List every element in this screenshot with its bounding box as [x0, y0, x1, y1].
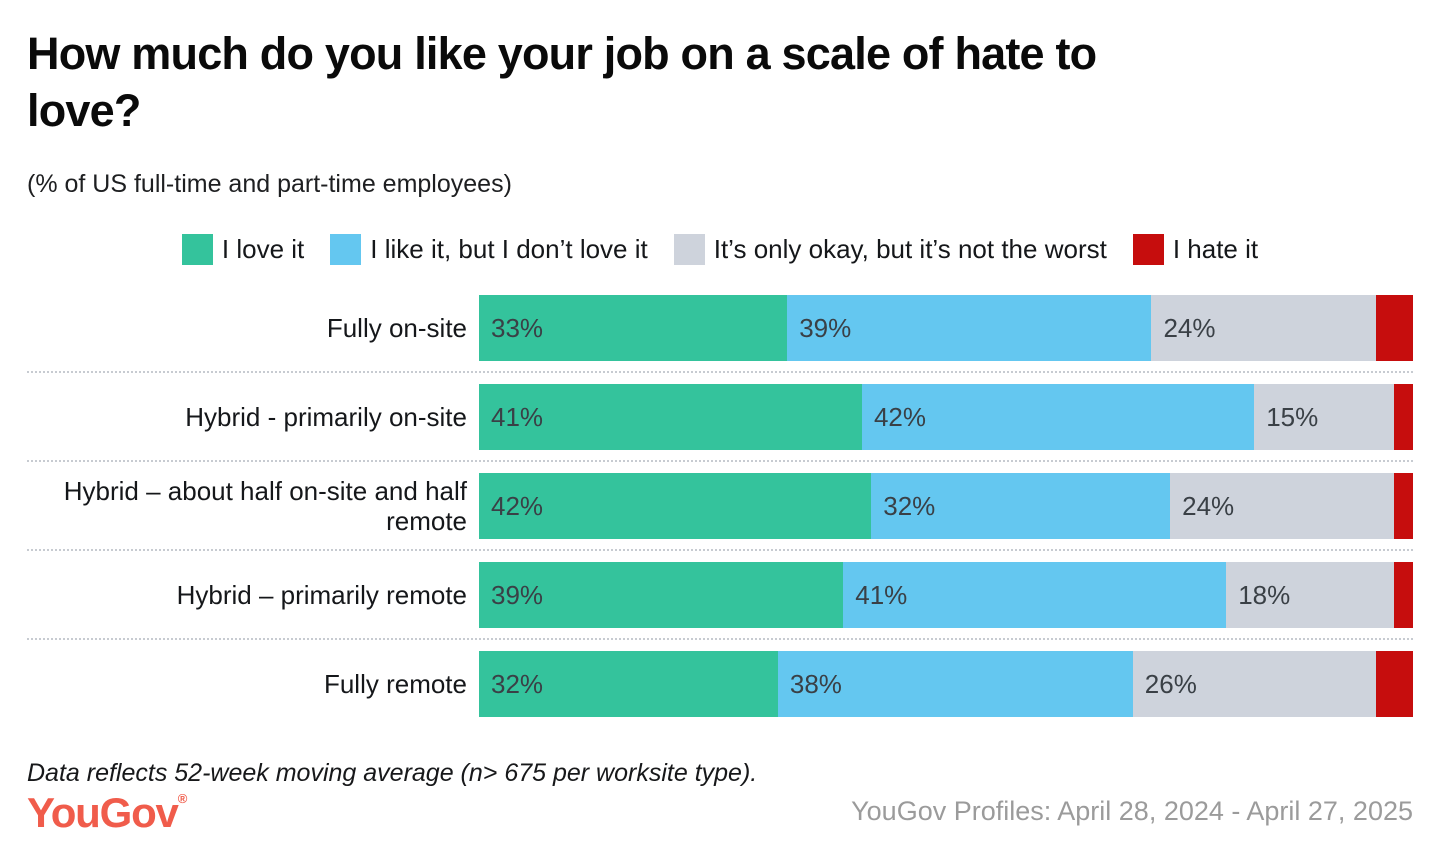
bar-value-label: 24% — [1163, 312, 1216, 343]
bar-segment-love: 32% — [479, 651, 778, 718]
legend: I love it I like it, but I don’t love it I… — [27, 234, 1413, 266]
bar-value-label: 42% — [491, 490, 544, 521]
bar-value-label: 32% — [883, 490, 936, 521]
chart-footnote: Data reflects 52-week moving average (n>… — [27, 759, 758, 788]
stacked-bar: 32% 38% 26% — [479, 651, 1413, 718]
legend-label-hate: I hate it — [1172, 234, 1259, 265]
bar-value-label: 39% — [799, 312, 852, 343]
bar-value-label: 15% — [1266, 401, 1319, 432]
stacked-bar: 39% 41% 18% — [479, 562, 1413, 629]
row-separator — [27, 549, 1413, 552]
chart-footer: YouGov® YouGov Profiles: April 28, 2024 … — [27, 792, 1413, 834]
bar-value-label: 26% — [1144, 668, 1197, 699]
bar-value-label: 38% — [789, 668, 842, 699]
bar-value-label: 41% — [855, 579, 908, 610]
legend-item-okay: It’s only okay, but it’s not the worst — [673, 234, 1107, 266]
row-label: Hybrid - primarily on-site — [185, 402, 467, 433]
bar-value-label: 18% — [1238, 579, 1291, 610]
legend-item-love: I love it — [181, 234, 305, 266]
bar-value-label: 39% — [491, 579, 544, 610]
stacked-bar: 42% 32% 24% — [479, 473, 1413, 540]
bar-value-label: 33% — [491, 312, 544, 343]
row-separator — [27, 460, 1413, 463]
bar-segment-okay: 15% — [1254, 384, 1395, 451]
row-separator — [27, 638, 1413, 641]
bar-row: Hybrid – about half on-site and half rem… — [27, 473, 1413, 540]
yougov-logo-text: YouGov — [27, 789, 179, 837]
bar-row: Fully remote 32% 38% 26% — [27, 651, 1413, 718]
bar-segment-love: 41% — [479, 384, 862, 451]
bar-row: Hybrid – primarily remote 39% 41% 18% — [27, 562, 1413, 629]
legend-swatch-icon-like — [330, 234, 362, 266]
bar-segment-like: 42% — [861, 384, 1255, 451]
bar-segment-like: 38% — [777, 651, 1133, 718]
legend-label-like: I like it, but I don’t love it — [370, 234, 648, 265]
bar-segment-hate — [1375, 651, 1413, 718]
page-title-line1: How much do you like your job on a scale… — [27, 28, 1097, 79]
bar-value-label: 24% — [1182, 490, 1235, 521]
row-label: Hybrid – about half on-site and half rem… — [63, 475, 467, 537]
bar-value-label: 42% — [873, 401, 926, 432]
page-title-line2: love? — [27, 84, 141, 136]
bar-segment-okay: 18% — [1226, 562, 1395, 629]
bar-segment-okay: 26% — [1132, 651, 1376, 718]
bar-value-label: 41% — [491, 401, 544, 432]
legend-label-love: I love it — [221, 234, 305, 265]
yougov-logo: YouGov® — [27, 792, 187, 834]
bar-value-label: 32% — [491, 668, 544, 699]
bar-row: Hybrid - primarily on-site 41% 42% 15% — [27, 384, 1413, 451]
legend-label-okay: It’s only okay, but it’s not the worst — [713, 234, 1107, 265]
bar-segment-hate — [1375, 295, 1413, 362]
row-label: Hybrid – primarily remote — [176, 580, 467, 611]
bar-segment-love: 39% — [479, 562, 844, 629]
bar-segment-like: 41% — [843, 562, 1227, 629]
stacked-bar: 33% 39% 24% — [479, 295, 1413, 362]
page-title: How much do you like your job on a scale… — [27, 26, 1413, 139]
legend-swatch-icon-okay — [673, 234, 705, 266]
bar-segment-hate — [1394, 473, 1413, 540]
chart-subtitle: (% of US full-time and part-time employe… — [27, 170, 512, 199]
bar-segment-love: 42% — [479, 473, 872, 540]
bar-segment-like: 39% — [787, 295, 1152, 362]
legend-swatch-icon-love — [181, 234, 213, 266]
bar-segment-like: 32% — [871, 473, 1171, 540]
source-attribution: YouGov Profiles: April 28, 2024 - April … — [851, 796, 1413, 827]
legend-swatch-icon-hate — [1132, 234, 1164, 266]
legend-item-hate: I hate it — [1132, 234, 1259, 266]
row-separator — [27, 371, 1413, 374]
bar-segment-okay: 24% — [1170, 473, 1395, 540]
stacked-bar: 41% 42% 15% — [479, 384, 1413, 451]
row-label: Fully on-site — [326, 313, 467, 344]
bar-row: Fully on-site 33% 39% 24% — [27, 295, 1413, 362]
bar-segment-okay: 24% — [1151, 295, 1376, 362]
bar-segment-hate — [1394, 562, 1413, 629]
chart-page: How much do you like your job on a scale… — [27, 26, 1413, 834]
registered-mark-icon: ® — [177, 791, 188, 807]
bar-segment-love: 33% — [479, 295, 788, 362]
bar-segment-hate — [1394, 384, 1413, 451]
legend-item-like: I like it, but I don’t love it — [330, 234, 648, 266]
row-label: Fully remote — [323, 669, 467, 700]
stacked-bar-chart: Fully on-site 33% 39% 24% Hybrid - primarily… — [27, 295, 1413, 718]
